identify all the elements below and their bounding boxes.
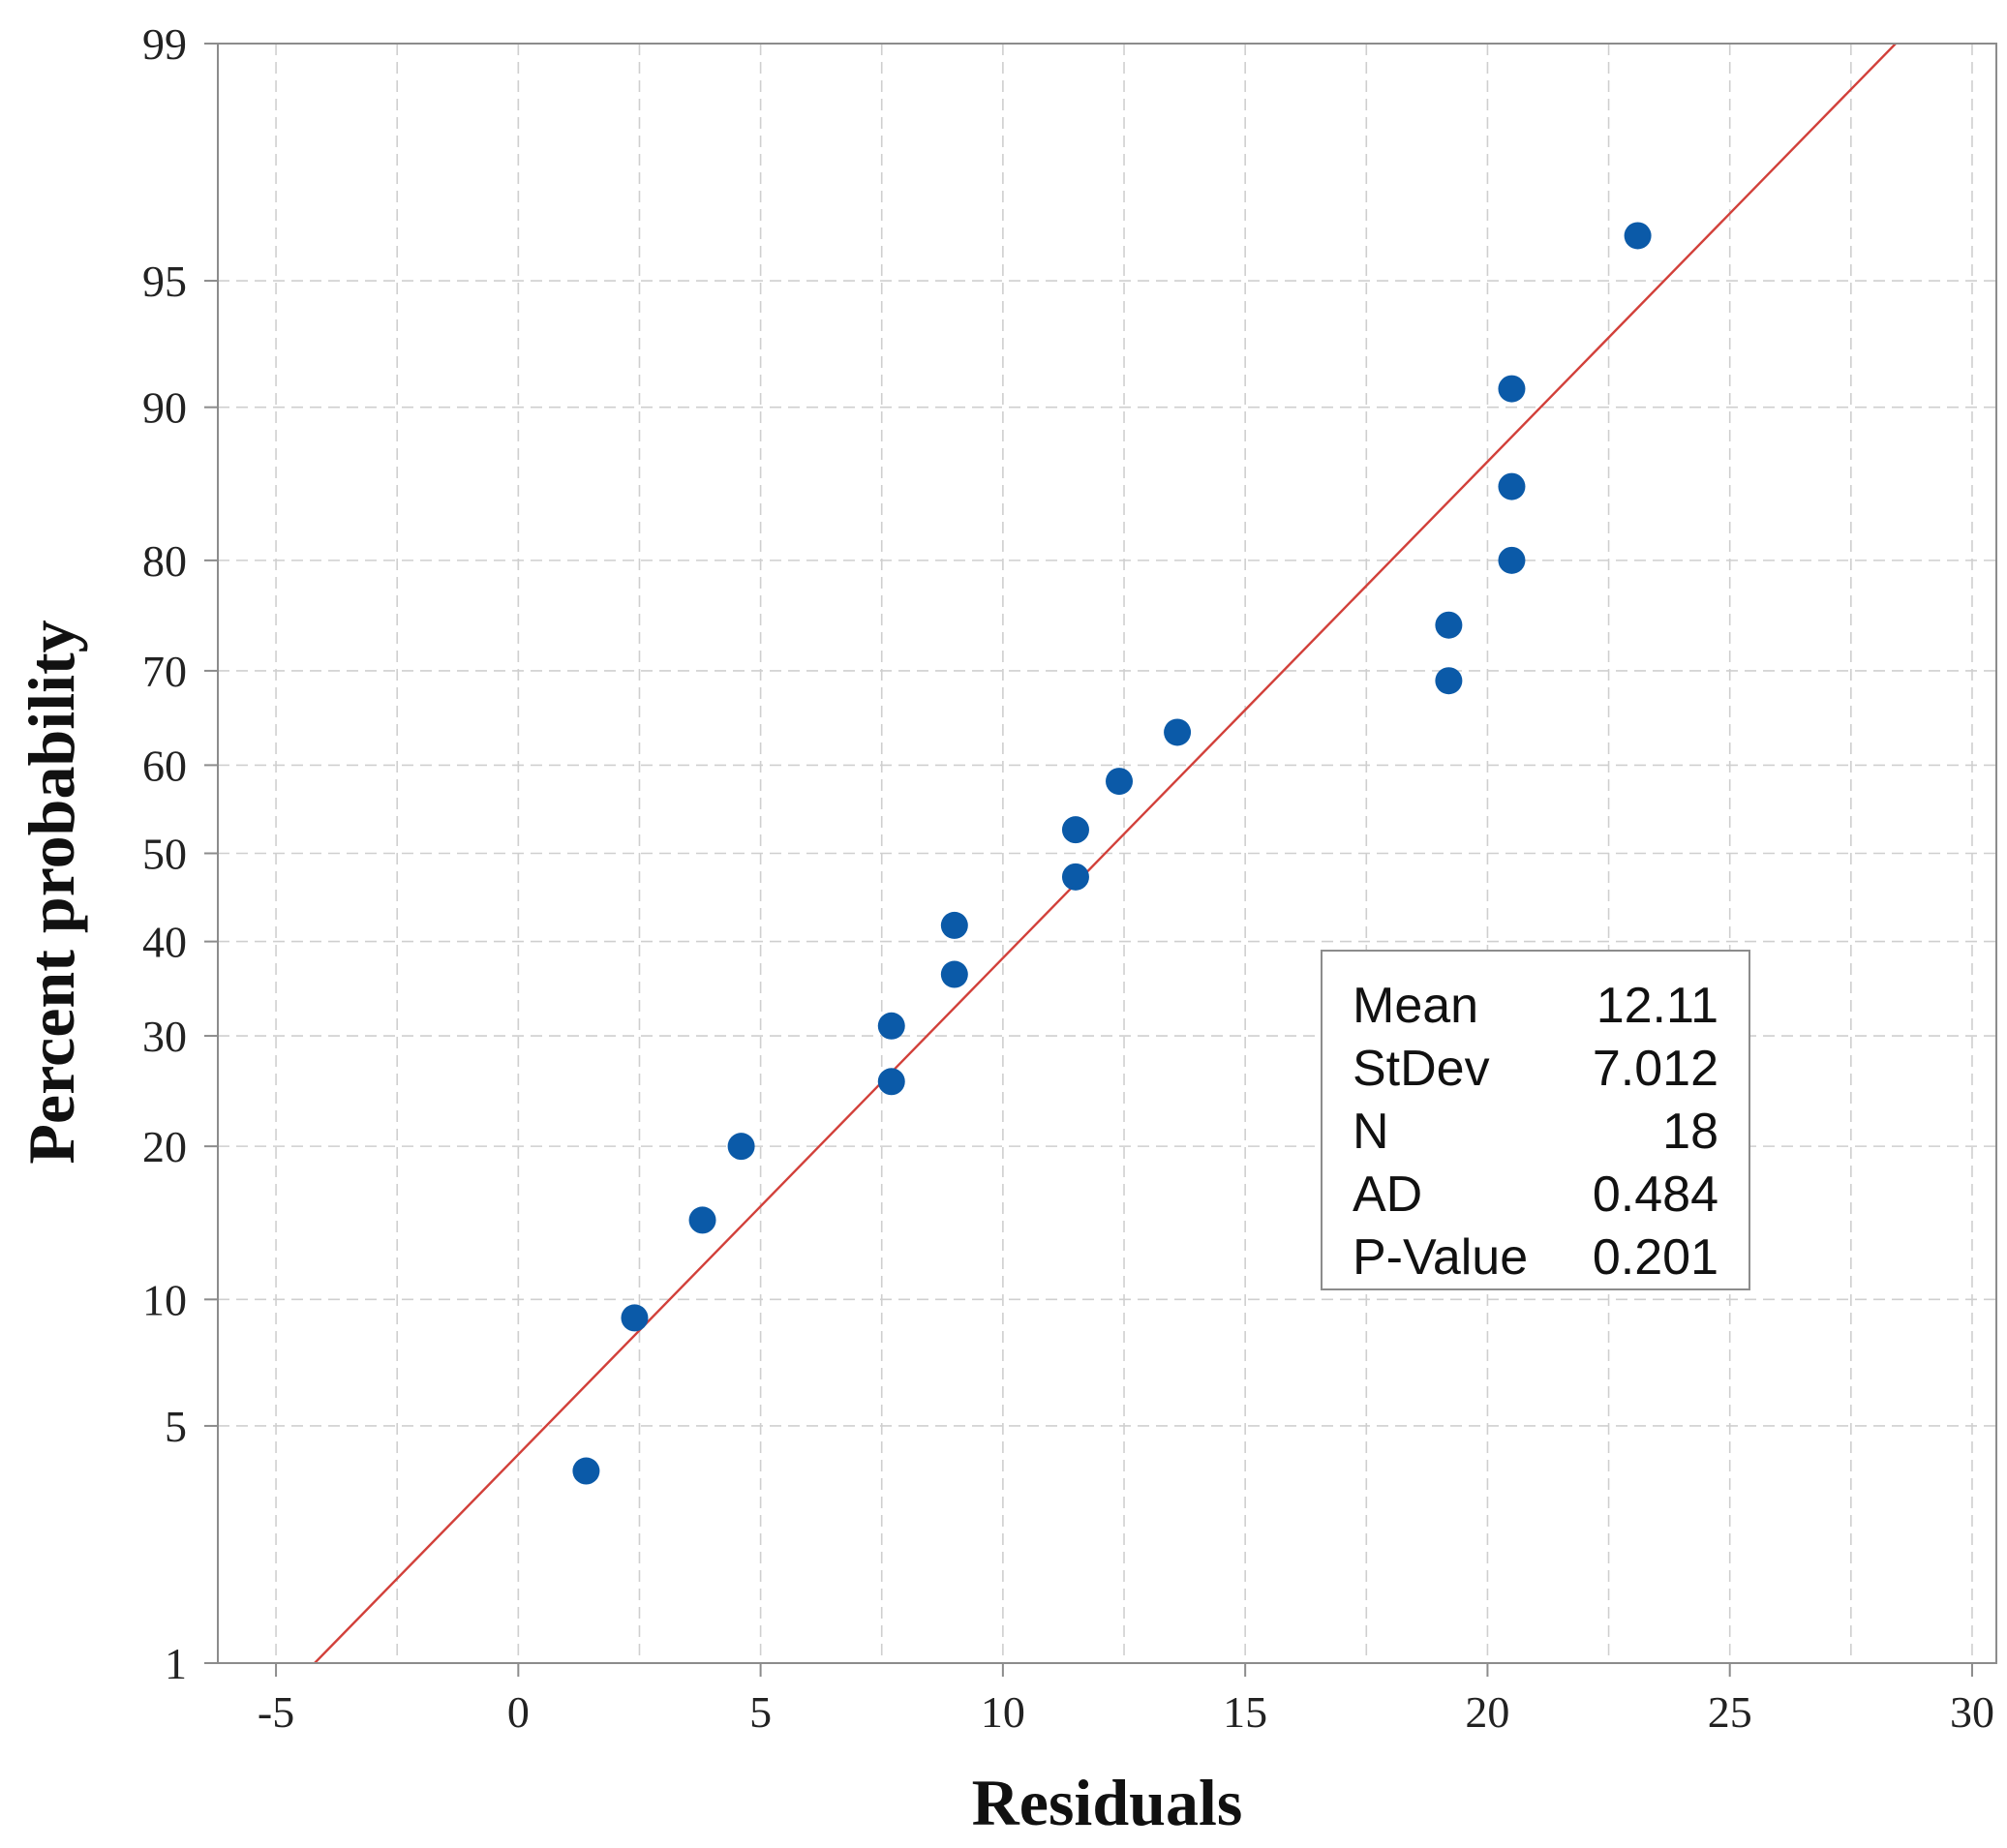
- data-point: [940, 911, 968, 939]
- stats-value: 0.201: [1593, 1229, 1718, 1286]
- y-tick-label: 1: [165, 1639, 187, 1688]
- data-point: [1435, 611, 1463, 639]
- x-tick-label: 25: [1708, 1687, 1752, 1737]
- y-tick-label: 60: [142, 741, 187, 790]
- data-point: [1164, 718, 1192, 746]
- data-point: [621, 1304, 649, 1332]
- stats-label: Mean: [1353, 978, 1478, 1034]
- x-tick-label: 30: [1950, 1687, 1994, 1737]
- grid: [218, 44, 1996, 1663]
- stats-value: 0.484: [1593, 1166, 1718, 1223]
- data-point: [688, 1206, 716, 1234]
- y-tick-label: 40: [142, 918, 187, 967]
- x-tick-label: 20: [1465, 1687, 1509, 1737]
- x-tick-label: 15: [1223, 1687, 1267, 1737]
- stats-value: 7.012: [1593, 1041, 1718, 1097]
- data-point: [1498, 546, 1526, 574]
- x-tick-label: -5: [258, 1687, 294, 1737]
- x-tick-label: 0: [507, 1687, 530, 1737]
- stats-value: 12.11: [1596, 978, 1718, 1034]
- y-tick-label: 95: [142, 257, 187, 306]
- data-point: [877, 1068, 905, 1096]
- stats-label: AD: [1353, 1166, 1422, 1223]
- y-tick-label: 70: [142, 647, 187, 696]
- data-point: [940, 960, 968, 988]
- y-tick-label: 30: [142, 1012, 187, 1061]
- tick-marks: [204, 43, 1973, 1677]
- data-point: [1435, 667, 1463, 695]
- stats-label: StDev: [1353, 1041, 1490, 1097]
- x-tick-label: 5: [749, 1687, 772, 1737]
- y-tick-label: 5: [165, 1402, 187, 1451]
- x-tick-label: 10: [981, 1687, 1025, 1737]
- stats-legend-box: [1321, 950, 1750, 1290]
- y-axis-title: Percent probability: [15, 620, 88, 1164]
- y-tick-label: 90: [142, 383, 187, 433]
- y-tick-label: 99: [142, 19, 187, 69]
- data-point: [572, 1457, 600, 1485]
- y-tick-label: 10: [142, 1275, 187, 1324]
- fit-line: [314, 44, 1897, 1663]
- y-tick-label: 50: [142, 830, 187, 879]
- y-tick-label: 20: [142, 1122, 187, 1171]
- stats-value: 18: [1662, 1104, 1718, 1160]
- y-tick-label: 80: [142, 536, 187, 586]
- fit-line-group: [314, 44, 1897, 1663]
- stats-legend: Mean 12.11 StDev 7.012 N 18 AD 0.484 P-Value 0.20…: [1321, 950, 1750, 1290]
- data-point: [1624, 222, 1652, 250]
- data-point: [1061, 816, 1089, 844]
- data-point: [727, 1133, 755, 1161]
- stats-label: N: [1353, 1104, 1389, 1160]
- data-point: [1498, 472, 1526, 500]
- data-points: [572, 222, 1652, 1485]
- data-point: [877, 1012, 905, 1040]
- data-point: [1061, 863, 1089, 891]
- stats-label: P-Value: [1353, 1229, 1528, 1286]
- x-axis-title: Residuals: [972, 1766, 1243, 1839]
- data-point: [1498, 375, 1526, 403]
- data-point: [1106, 768, 1134, 796]
